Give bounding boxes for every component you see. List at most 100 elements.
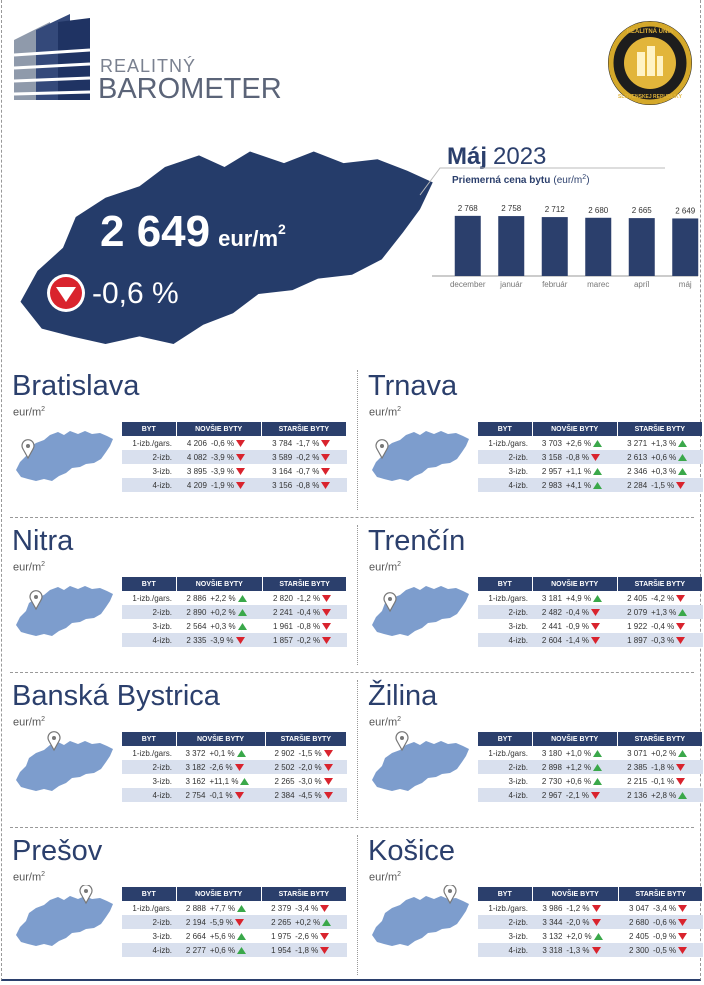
change-text: +1,2 %	[565, 762, 592, 772]
table-row: 4-izb. 2 277 +0,6 % 1 954 -1,8 %	[122, 943, 347, 957]
table-header-row: BYT NOVŠIE BYTY STARŠIE BYTY	[122, 887, 348, 901]
column-divider	[357, 370, 358, 510]
price-cell: 3 158	[532, 450, 564, 464]
arrow-down	[236, 481, 246, 489]
price-cell: 2 730	[541, 776, 562, 786]
change-text: -2,6 %	[209, 762, 233, 772]
title-rule	[419, 167, 665, 196]
trend-arrow	[678, 932, 688, 940]
table-row: 3-izb. 2 564 +0,3 % 1 961 -0,8 %	[122, 619, 347, 633]
change-cell: +1,3 %	[649, 605, 703, 619]
table-row: 4-izb. 4 209 -1,9 % 3 156 -0,8 %	[122, 478, 347, 492]
row-label: 1-izb./gars.	[132, 438, 172, 448]
change-text: -0,2 %	[297, 635, 321, 645]
arrow-down	[234, 763, 244, 771]
pin-dot	[52, 736, 56, 740]
price-cell: 3 703	[541, 438, 562, 448]
region-panel: Žilina eur/m2 BYT NOVŠIE BYTY STARŠIE BYTY 1-…	[368, 680, 704, 830]
change-cell: -0,2 %	[295, 633, 347, 647]
change-text: +1,0 %	[565, 748, 592, 758]
arrow-down	[676, 777, 686, 785]
arrow-down	[676, 594, 686, 602]
chart-subtitle-text: Priemerná cena bytu	[452, 175, 550, 186]
price-cell: 3 589	[261, 450, 295, 464]
location-pin	[443, 885, 457, 905]
change-cell: +0,1 %	[207, 746, 265, 760]
location-pin	[383, 592, 397, 613]
arrow-up	[593, 467, 603, 475]
price-cell: 2 502	[265, 760, 297, 774]
change-text: -0,2 %	[296, 452, 320, 462]
unit-sup: 2	[41, 561, 46, 568]
table-row: 4-izb. 2 983 +4,1 % 2 284 -1,5 %	[478, 478, 703, 492]
bar-value-label: 2 712	[545, 205, 566, 214]
change-text: +2,6 %	[565, 438, 592, 448]
region-panel: Nitra eur/m2 BYT NOVŠIE BYTY STARŠIE BYTY 1-i…	[12, 525, 347, 675]
row-label: 1-izb./gars.	[132, 903, 172, 913]
header-cell: BYT	[478, 422, 533, 436]
price-cell: 2 680	[618, 915, 652, 929]
price-cell: 2 957	[541, 466, 562, 476]
arrow-down	[676, 636, 686, 644]
change-text: +0,2 %	[295, 917, 321, 927]
region-name: Trenčín	[368, 525, 466, 557]
change-text: -1,2 %	[566, 903, 590, 913]
region-name: Nitra	[12, 525, 74, 557]
chart-subtitle-sup: 2	[582, 174, 586, 181]
change-cell: +0,6 %	[564, 774, 617, 788]
table-row: 2-izb. 2 482 -0,4 % 2 079 +1,3 %	[478, 605, 703, 619]
change-text: -0,1 %	[209, 790, 233, 800]
x-tick-label: január	[499, 280, 523, 289]
pin-dot	[34, 595, 38, 599]
trend-arrow	[322, 636, 332, 644]
location-pin	[21, 439, 35, 460]
trend-arrow	[321, 481, 331, 489]
trend-arrow	[593, 594, 603, 602]
change-cell: -3,4 %	[651, 901, 702, 915]
arrow-down	[678, 904, 688, 912]
trend-arrow	[678, 439, 688, 447]
change-text: +1,3 %	[651, 438, 677, 448]
arrow-down	[235, 918, 245, 926]
unit-sup: 2	[397, 406, 402, 413]
price-cell: 2 335	[176, 633, 209, 647]
arrow-up	[237, 608, 247, 616]
table-row: 2-izb. 3 182 -2,6 % 2 502 -2,0 %	[122, 760, 347, 774]
price-cell: 1 857	[262, 633, 296, 647]
trend-arrow	[240, 777, 250, 785]
price-cell: 2 898	[532, 760, 564, 774]
row-label: 1-izb./gars.	[488, 593, 528, 603]
price-table: BYT NOVŠIE BYTY STARŠIE BYTY 1-izb./gars. 4 …	[122, 422, 348, 492]
trend-arrow	[321, 467, 331, 475]
arrow-up	[237, 904, 247, 912]
logo-building	[13, 14, 91, 100]
trend-arrow	[593, 481, 603, 489]
row-label: 2-izb.	[478, 915, 532, 929]
price-cell: 2 613	[617, 450, 650, 464]
table-row: 1-izb./gars. 3 986 -1,2 % 3 047 -3,4 %	[478, 901, 703, 915]
change-text: -1,9 %	[210, 480, 235, 490]
arrow-up	[678, 791, 688, 799]
price-cell: 2 902	[274, 748, 295, 758]
region-map	[372, 731, 469, 791]
location-pin	[47, 731, 61, 752]
region-unit: eur/m2	[369, 871, 401, 884]
row-label: 2-izb.	[122, 605, 176, 619]
change-cell: +7,7 %	[208, 901, 261, 915]
change-cell: -0,1 %	[207, 788, 266, 802]
price-cell: 4 206	[186, 438, 207, 448]
row-label: 3-izb.	[152, 776, 172, 786]
hero-change: -0,6 %	[92, 277, 179, 310]
change-cell: -0,6 %	[651, 915, 703, 929]
change-text: +5,6 %	[209, 931, 236, 941]
arrow-down	[676, 622, 686, 630]
price-cell: 3 784	[272, 438, 293, 448]
unit-text: eur/m	[369, 871, 398, 884]
unit-text: eur/m	[13, 871, 42, 884]
price-cell: 3 344	[532, 915, 565, 929]
table-row: 3-izb. 3 895 -3,9 % 3 164 -0,7 %	[122, 464, 347, 478]
arrow-up	[593, 594, 603, 602]
arrow-down	[678, 946, 688, 954]
section-divider	[10, 672, 694, 673]
arrow-down	[676, 763, 686, 771]
